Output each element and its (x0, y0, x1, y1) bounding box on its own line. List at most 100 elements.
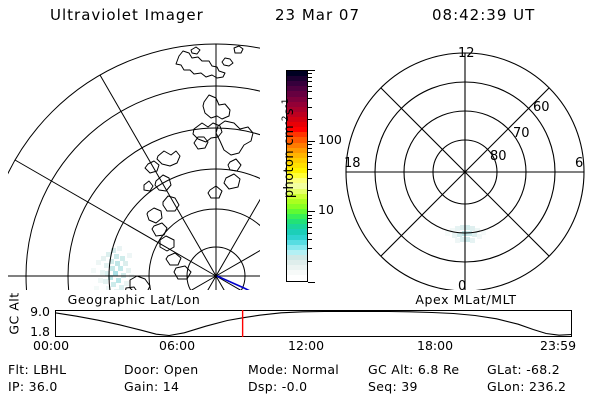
colorbar-band (287, 132, 307, 138)
colorbar-minor-tick (308, 91, 312, 93)
colorbar-major-tick (308, 70, 315, 71)
colorbar-band (287, 229, 307, 235)
altitude-plot-frame (56, 311, 572, 337)
colorbar-major-tick (308, 211, 315, 213)
colorbar-band (287, 106, 307, 112)
colorbar-band (287, 234, 307, 240)
colorbar-band (287, 270, 307, 276)
colorbar-band (287, 193, 307, 199)
colorbar-band (287, 137, 307, 143)
xtick-0000: 00:00 (33, 338, 70, 353)
colorbar-minor-tick (308, 232, 312, 234)
colorbar-unit-main: photon cm (282, 124, 298, 199)
apex-panel-caption: Apex MLat/MLT (415, 292, 517, 307)
colorbar-band (287, 157, 307, 163)
colorbar-minor-tick (308, 151, 312, 153)
altitude-ytick-max: 9.0 (30, 304, 50, 319)
colorbar-minor-tick (308, 76, 312, 78)
mlt-label-12: 12 (458, 46, 475, 61)
mlt-label-0: 0 (458, 279, 466, 290)
status-dsp: Dsp: -0.0 (248, 379, 308, 394)
mlat-label-70: 70 (513, 126, 530, 141)
geographic-map-panel[interactable] (8, 42, 260, 290)
colorbar-major-tick (308, 282, 315, 283)
colorbar-minor-tick (308, 214, 312, 216)
colorbar-band (287, 173, 307, 179)
colorbar-band (287, 96, 307, 102)
colorbar-band (287, 198, 307, 204)
colorbar-band (287, 244, 307, 250)
latitude-grid-lines (8, 43, 260, 290)
colorbar-band (287, 178, 307, 184)
status-mode: Mode: Normal (248, 362, 340, 377)
colorbar-gradient (287, 71, 307, 281)
colorbar-major-tick (308, 140, 315, 142)
status-gc-alt: GC Alt: 6.8 Re (368, 362, 460, 377)
status-gain: Gain: 14 (124, 379, 180, 394)
aurora-emission-patch-mlt (445, 225, 486, 243)
colorbar-band (287, 116, 307, 123)
xtick-1200: 12:00 (288, 338, 325, 353)
altitude-ytick-min: 1.8 (30, 324, 50, 339)
colorbar-band (287, 260, 307, 266)
apex-polar-svg: 12 6 0 18 60 70 80 (344, 46, 585, 294)
colorbar-minor-tick (308, 177, 312, 179)
colorbar-band (287, 249, 307, 255)
colorbar-ticks (308, 70, 316, 283)
aurora-emission-patch (91, 246, 134, 290)
colorbar[interactable]: 100 10 photon cm-2s-1 (262, 48, 348, 293)
colorbar-band (287, 239, 307, 245)
altitude-curve (55, 312, 572, 336)
colorbar-band (287, 91, 307, 97)
longitude-grid-lines (8, 44, 260, 290)
mlt-spokes (346, 53, 584, 291)
colorbar-label-10: 10 (318, 202, 334, 218)
status-filter: Flt: LBHL (8, 362, 67, 377)
colorbar-unit-mid: s (282, 107, 298, 116)
colorbar-band (287, 188, 307, 194)
colorbar-minor-tick (308, 218, 312, 220)
colorbar-minor-tick (308, 227, 312, 228)
colorbar-minor-tick (308, 106, 312, 108)
colorbar-band (287, 127, 307, 133)
altitude-time-strip[interactable]: GC Alt 9.0 1.8 00:00 06:00 12:00 18:00 2… (0, 292, 600, 356)
colorbar-minor-tick (308, 73, 312, 75)
colorbar-unit-exp2: -1 (280, 98, 291, 108)
colorbar-minor-tick (308, 168, 312, 170)
mlat-label-80: 80 (490, 149, 507, 164)
colorbar-band (287, 183, 307, 189)
status-glat: GLat: -68.2 (487, 362, 561, 377)
geographic-panel-caption: Geographic Lat/Lon (67, 292, 201, 307)
colorbar-minor-tick (308, 161, 312, 163)
header-bar: Ultraviolet Imager 23 Mar 07 08:42:39 UT (0, 6, 600, 32)
colorbar-band (287, 168, 307, 174)
observation-date: 23 Mar 07 (275, 6, 361, 24)
colorbar-band (287, 254, 307, 261)
colorbar-band (287, 162, 307, 169)
colorbar-minor-tick (308, 147, 312, 149)
colorbar-minor-tick (308, 156, 312, 158)
xtick-2359: 23:59 (540, 338, 577, 353)
colorbar-band (287, 214, 307, 220)
status-door: Door: Open (124, 362, 199, 377)
colorbar-minor-tick (308, 260, 312, 262)
colorbar-band (287, 101, 307, 107)
colorbar-minor-tick (308, 80, 312, 82)
status-glon: GLon: 236.2 (487, 379, 567, 394)
colorbar-minor-tick (308, 119, 312, 121)
colorbar-minor-tick (308, 85, 312, 87)
colorbar-band (287, 265, 307, 271)
colorbar-band (287, 111, 307, 117)
apex-mlat-mlt-panel[interactable]: 12 6 0 18 60 70 80 (340, 42, 592, 294)
status-seq: Seq: 39 (368, 379, 418, 394)
colorbar-band (287, 203, 307, 209)
colorbar-minor-tick (308, 248, 312, 250)
colorbar-minor-tick (308, 222, 312, 224)
colorbar-band (287, 208, 307, 215)
colorbar-band (287, 142, 307, 148)
colorbar-axis-label: photon cm-2s-1 (281, 73, 297, 223)
geographic-map-svg (8, 43, 260, 290)
mlat-label-60: 60 (533, 100, 550, 115)
status-ip: IP: 36.0 (8, 379, 58, 394)
coastline-outlines (125, 45, 254, 290)
